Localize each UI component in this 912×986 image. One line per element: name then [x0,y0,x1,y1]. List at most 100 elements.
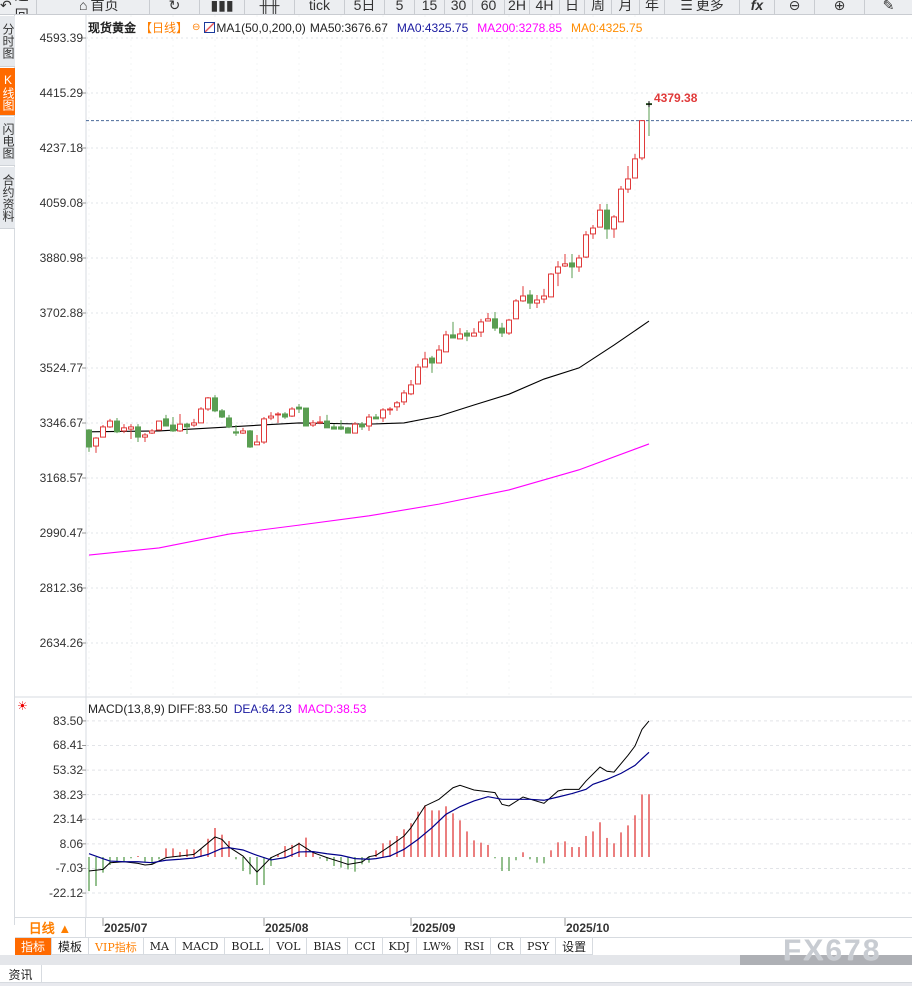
tab-cci[interactable]: CCI [348,938,383,955]
date-tick-label: 2025/09 [412,921,456,935]
candle-body [436,349,442,364]
candle [345,426,351,434]
price-tick-label: 4237.18 [39,141,83,155]
period-selector[interactable]: 日线 ▲ [15,917,86,938]
candle-body [163,418,169,427]
candle [240,427,246,435]
candle [331,424,337,430]
tab-boll[interactable]: BOLL [225,938,271,955]
settings-circle-icon[interactable]: ⊖ [192,22,201,33]
ma0-value: MA0:4325.75 [396,20,469,35]
period-60[interactable]: 60 [473,0,505,14]
macd-tick-label: -7.03 [55,861,83,876]
candle [156,420,162,431]
candle [149,429,155,435]
candle-chart-button[interactable]: ╫╫ [245,0,295,14]
period-4h[interactable]: 4H [530,0,560,14]
tab-cr[interactable]: CR [491,938,521,955]
sidebar-tab-kline[interactable]: K线图 [0,68,15,116]
news-bar [0,965,912,983]
candle-body [597,209,603,228]
five-day-button[interactable]: 5日 [345,0,385,14]
candle-body [247,430,253,448]
tab-template[interactable]: 模板 [52,938,90,955]
candle-body [198,408,204,424]
period-day[interactable]: 日 [560,0,585,14]
period-15[interactable]: 15 [415,0,445,14]
tab-indicator[interactable]: 指标 [15,938,53,955]
sidebar-tab-timeshare[interactable]: 分时图 [0,16,15,67]
indicator-chart-button[interactable]: ▮▮▮ [200,0,245,14]
period-year[interactable]: 年 [640,0,665,14]
sidebar-tab-flash[interactable]: 闪电图 [0,117,15,166]
watermark-logo: FX678 [783,934,882,967]
candle-body [422,358,428,368]
ma0b-value: MA0:4325.75 [571,20,643,35]
period-2h[interactable]: 2H [505,0,530,14]
tab-kdj[interactable]: KDJ [383,938,417,955]
candle [296,404,302,414]
tick-button[interactable]: tick [295,0,345,14]
home-button[interactable]: ⌂ 首页 [37,0,150,14]
tab-vip-indicator[interactable]: VIP指标 [89,938,144,955]
candle-body [443,334,449,353]
period-month[interactable]: 月 [612,0,640,14]
tab-vol[interactable]: VOL [270,938,308,955]
candle [226,414,232,429]
tab-psy[interactable]: PSY [521,938,557,955]
candle-body [261,418,267,443]
period-5[interactable]: 5 [385,0,415,14]
more-button[interactable]: ☰ 更多 [665,0,740,14]
candle-body [464,332,470,337]
tab-ma[interactable]: MA [144,938,176,955]
candle-body [632,158,638,179]
back-arrow-icon: ↶ [0,0,12,13]
tab-macd[interactable]: MACD [176,938,226,955]
candle [380,408,386,422]
candle [310,420,316,427]
sidebar-tab-contract-info[interactable]: 合约资料 [0,167,15,229]
candle-body [394,402,400,408]
candle-body [527,294,533,304]
candle [289,407,295,418]
macd-settings-icon[interactable]: ☀ [17,699,28,713]
marks [86,101,912,892]
macd-tick-label: 8.06 [59,836,83,851]
candle-body [240,430,246,434]
tab-bias[interactable]: BIAS [307,938,349,955]
tab-lwr[interactable]: LW% [417,938,459,955]
candle [604,203,610,239]
tab-settings[interactable]: 设置 [556,938,594,955]
zoom-out-button[interactable]: ⊖ [775,0,815,14]
candle [191,418,197,427]
diff-value: DIFF:83.50 [167,702,228,716]
candle-body [478,321,484,333]
candle [527,290,533,309]
indicator-chart-icon[interactable] [204,22,216,33]
refresh-button[interactable]: ↻ [150,0,200,14]
candle [625,165,631,193]
candle [618,186,624,223]
draw-button[interactable]: ✎ [865,0,912,14]
bar-chart-icon: ▮▮▮ [210,0,234,13]
candle [555,261,561,287]
candle-body [135,426,141,438]
candle-body [142,434,148,438]
tab-rsi[interactable]: RSI [458,938,492,955]
period-week[interactable]: 周 [585,0,612,14]
candle [492,312,498,331]
price-tick-label: 4593.39 [39,31,83,45]
candle-body [93,437,99,447]
candle [485,312,491,322]
period-30[interactable]: 30 [445,0,473,14]
candle [317,416,323,425]
zoom-in-button[interactable]: ⊕ [815,0,865,14]
candle [548,273,554,298]
back-button[interactable]: ↶返回 [0,0,37,14]
candle-body [471,332,477,337]
formula-button[interactable]: fx [740,0,775,14]
candle-body [625,178,631,190]
tab-news[interactable]: 资讯 [0,965,42,983]
candle-body [506,319,512,334]
